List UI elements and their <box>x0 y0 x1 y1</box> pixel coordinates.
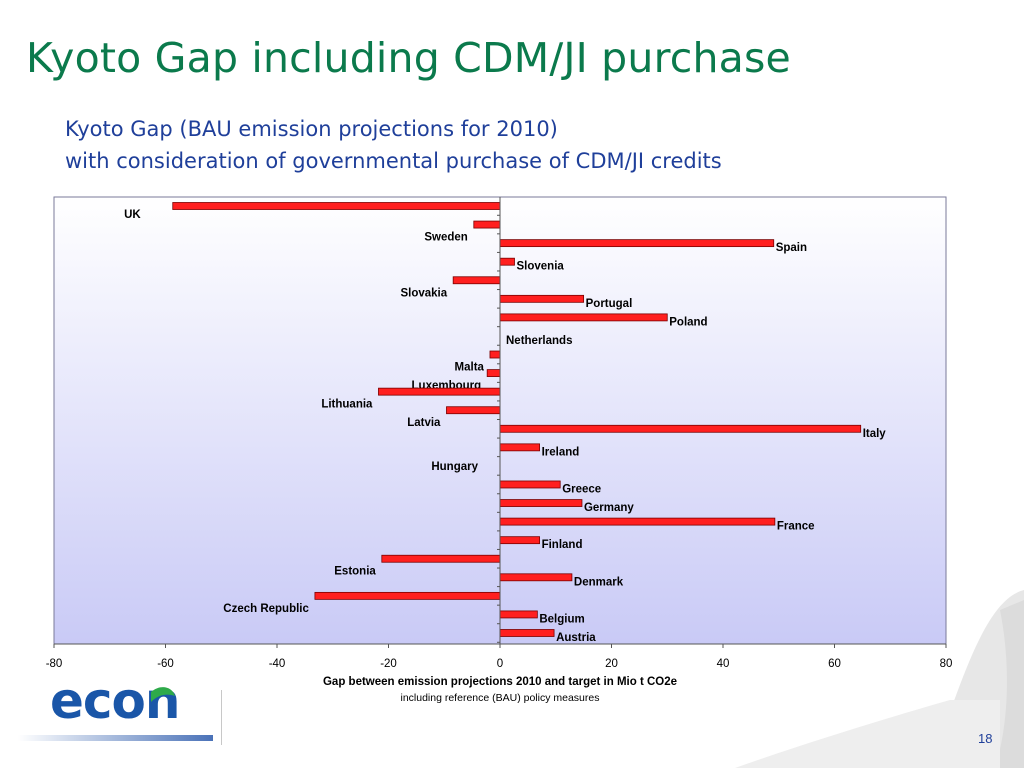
bar-denmark <box>499 573 573 582</box>
logo-leaf-icon <box>151 687 175 702</box>
bar-portugal <box>499 294 585 303</box>
bar-label-hungary: Hungary <box>431 461 478 473</box>
bar-estonia <box>381 554 501 563</box>
bar-label-malta: Malta <box>455 362 485 374</box>
bar-slovakia <box>452 276 501 285</box>
bar-label-spain: Spain <box>776 242 807 254</box>
bar-malta <box>489 350 501 359</box>
x-tick-label: 40 <box>717 658 730 670</box>
bar-slovenia <box>499 257 515 266</box>
bar-belgium <box>499 610 538 619</box>
logo-underline <box>18 735 213 741</box>
x-tick-label: -80 <box>46 658 63 670</box>
x-tick-label: -40 <box>269 658 286 670</box>
x-tick-label: -60 <box>157 658 174 670</box>
bar-germany <box>499 499 583 507</box>
slide-title: Kyoto Gap including CDM/JI purchase <box>26 34 791 82</box>
x-axis-subtitle: including reference (BAU) policy measure… <box>400 692 599 704</box>
econ-logo: econ <box>50 678 181 726</box>
bar-label-germany: Germany <box>584 502 634 514</box>
bar-label-italy: Italy <box>863 428 887 440</box>
x-tick-label: -20 <box>380 658 397 670</box>
bar-label-denmark: Denmark <box>574 576 624 588</box>
x-tick-label: 20 <box>605 658 618 670</box>
bar-latvia <box>446 406 501 415</box>
x-tick-label: 80 <box>940 658 953 670</box>
bar-uk <box>172 202 501 210</box>
bar-label-lithuania: Lithuania <box>321 399 373 411</box>
bar-finland <box>499 536 540 545</box>
bar-label-czech-republic: Czech Republic <box>223 603 309 615</box>
bar-label-sweden: Sweden <box>424 232 467 244</box>
bar-poland <box>499 313 668 322</box>
bar-label-portugal: Portugal <box>586 298 633 310</box>
chart-subtitle-line-2: with consideration of governmental purch… <box>65 149 722 173</box>
bar-spain <box>499 239 775 248</box>
bar-sweden <box>473 220 501 229</box>
bar-label-ireland: Ireland <box>542 446 580 458</box>
bar-label-belgium: Belgium <box>539 613 584 625</box>
bar-austria <box>499 629 555 637</box>
bar-ireland <box>499 443 540 452</box>
bar-lithuania <box>378 387 501 396</box>
bar-label-poland: Poland <box>669 316 707 328</box>
econ-logo-text: econ <box>50 678 180 726</box>
bar-france <box>499 517 776 526</box>
bar-label-france: France <box>777 521 815 533</box>
page-number: 18 <box>978 731 993 746</box>
bar-label-greece: Greece <box>562 483 601 495</box>
bar-label-slovakia: Slovakia <box>400 287 447 299</box>
bar-label-slovenia: Slovenia <box>516 261 564 273</box>
bar-label-uk: UK <box>124 209 141 221</box>
x-tick-label: 60 <box>828 658 841 670</box>
bar-italy <box>499 424 862 433</box>
bar-label-austria: Austria <box>556 632 596 644</box>
bar-label-finland: Finland <box>542 539 583 551</box>
bar-label-latvia: Latvia <box>407 417 441 429</box>
bar-label-estonia: Estonia <box>334 566 376 578</box>
bar-label-netherlands: Netherlands <box>506 335 572 347</box>
bar-luxembourg <box>486 369 501 377</box>
chart-subtitle-line-1: Kyoto Gap (BAU emission projections for … <box>65 117 558 141</box>
bar-greece <box>499 480 561 489</box>
x-axis-title: Gap between emission projections 2010 an… <box>323 676 677 688</box>
bar-czech-republic <box>314 591 501 600</box>
logo-divider <box>221 690 222 745</box>
x-tick-label: 0 <box>497 658 503 670</box>
